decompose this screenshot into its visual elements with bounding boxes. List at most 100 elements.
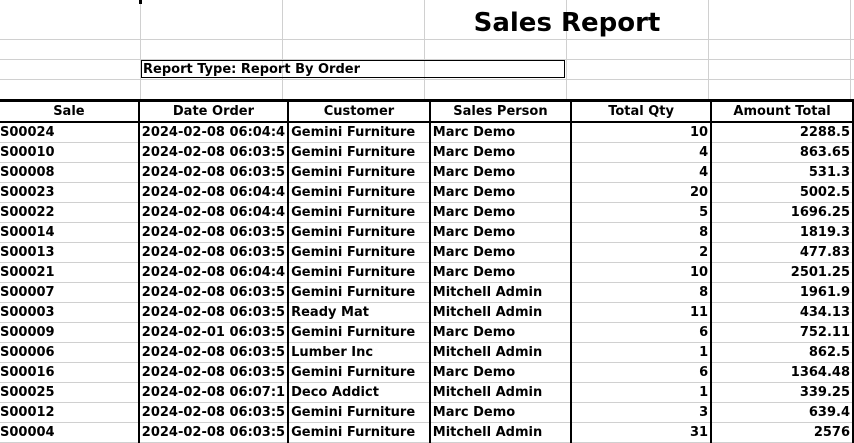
total-qty-cell[interactable]: 5 — [570, 202, 713, 223]
customer-cell[interactable]: Gemini Furniture — [287, 162, 431, 183]
total-qty-cell[interactable]: 1 — [570, 382, 713, 403]
date-order-cell[interactable]: 2024-02-08 06:03:5 — [137, 342, 290, 363]
amount-total-cell[interactable]: 862.5 — [710, 342, 854, 363]
customer-cell[interactable]: Gemini Furniture — [287, 322, 431, 343]
sales-person-cell[interactable]: Marc Demo — [428, 242, 573, 263]
amount-total-cell[interactable]: 339.25 — [710, 382, 854, 403]
date-order-cell[interactable]: 2024-02-08 06:04:4 — [137, 262, 290, 283]
customer-cell[interactable]: Gemini Furniture — [287, 402, 431, 423]
total-qty-cell[interactable]: 8 — [570, 282, 713, 303]
sales-person-cell[interactable]: Marc Demo — [428, 122, 573, 143]
total-qty-cell[interactable]: 1 — [570, 342, 713, 363]
sales-person-cell[interactable]: Marc Demo — [428, 182, 573, 203]
column-header-total-qty[interactable]: Total Qty — [570, 99, 713, 123]
column-header-date-order[interactable]: Date Order — [137, 99, 290, 123]
column-header-sale[interactable]: Sale — [0, 99, 140, 123]
sale-cell[interactable]: S00007 — [0, 282, 140, 303]
customer-cell[interactable]: Gemini Furniture — [287, 242, 431, 263]
total-qty-cell[interactable]: 4 — [570, 162, 713, 183]
sales-person-cell[interactable]: Marc Demo — [428, 322, 573, 343]
sales-person-cell[interactable]: Marc Demo — [428, 162, 573, 183]
amount-total-cell[interactable]: 2576 — [710, 422, 854, 443]
total-qty-cell[interactable]: 6 — [570, 322, 713, 343]
customer-cell[interactable]: Gemini Furniture — [287, 182, 431, 203]
table-row: S00003 2024-02-08 06:03:5 Ready Mat Mitchel… — [0, 302, 854, 323]
sales-person-cell[interactable]: Marc Demo — [428, 362, 573, 383]
sale-cell[interactable]: S00012 — [0, 402, 140, 423]
amount-total-cell[interactable]: 2501.25 — [710, 262, 854, 283]
sale-cell[interactable]: S00016 — [0, 362, 140, 383]
sales-person-cell[interactable]: Marc Demo — [428, 402, 573, 423]
sale-cell[interactable]: S00010 — [0, 142, 140, 163]
amount-total-cell[interactable]: 2288.5 — [710, 122, 854, 143]
report-type-cell[interactable]: Report Type: Report By Order — [141, 60, 565, 78]
customer-cell[interactable]: Gemini Furniture — [287, 122, 431, 143]
sale-cell[interactable]: S00014 — [0, 222, 140, 243]
sales-person-cell[interactable]: Mitchell Admin — [428, 382, 573, 403]
sale-cell[interactable]: S00008 — [0, 162, 140, 183]
sales-person-cell[interactable]: Marc Demo — [428, 202, 573, 223]
amount-total-cell[interactable]: 1364.48 — [710, 362, 854, 383]
sale-cell[interactable]: S00024 — [0, 122, 140, 143]
total-qty-cell[interactable]: 3 — [570, 402, 713, 423]
date-order-cell[interactable]: 2024-02-08 06:04:4 — [137, 182, 290, 203]
sale-cell[interactable]: S00009 — [0, 322, 140, 343]
total-qty-cell[interactable]: 20 — [570, 182, 713, 203]
date-order-cell[interactable]: 2024-02-01 06:03:5 — [137, 322, 290, 343]
amount-total-cell[interactable]: 5002.5 — [710, 182, 854, 203]
column-header-customer[interactable]: Customer — [287, 99, 431, 123]
amount-total-cell[interactable]: 863.65 — [710, 142, 854, 163]
column-header-sales-person[interactable]: Sales Person — [428, 99, 573, 123]
sales-person-cell[interactable]: Mitchell Admin — [428, 282, 573, 303]
sales-person-cell[interactable]: Marc Demo — [428, 262, 573, 283]
date-order-cell[interactable]: 2024-02-08 06:03:5 — [137, 282, 290, 303]
sales-person-cell[interactable]: Mitchell Admin — [428, 302, 573, 323]
date-order-cell[interactable]: 2024-02-08 06:03:5 — [137, 142, 290, 163]
total-qty-cell[interactable]: 6 — [570, 362, 713, 383]
amount-total-cell[interactable]: 639.4 — [710, 402, 854, 423]
customer-cell[interactable]: Deco Addict — [287, 382, 431, 403]
amount-total-cell[interactable]: 434.13 — [710, 302, 854, 323]
customer-cell[interactable]: Gemini Furniture — [287, 362, 431, 383]
customer-cell[interactable]: Gemini Furniture — [287, 422, 431, 443]
customer-cell[interactable]: Ready Mat — [287, 302, 431, 323]
date-order-cell[interactable]: 2024-02-08 06:07:1 — [137, 382, 290, 403]
sales-person-cell[interactable]: Marc Demo — [428, 142, 573, 163]
customer-cell[interactable]: Lumber Inc — [287, 342, 431, 363]
date-order-cell[interactable]: 2024-02-08 06:03:5 — [137, 162, 290, 183]
sale-cell[interactable]: S00013 — [0, 242, 140, 263]
date-order-cell[interactable]: 2024-02-08 06:04:4 — [137, 122, 290, 143]
date-order-cell[interactable]: 2024-02-08 06:03:5 — [137, 222, 290, 243]
date-order-cell[interactable]: 2024-02-08 06:03:5 — [137, 302, 290, 323]
customer-cell[interactable]: Gemini Furniture — [287, 262, 431, 283]
date-order-cell[interactable]: 2024-02-08 06:04:4 — [137, 202, 290, 223]
amount-total-cell[interactable]: 531.3 — [710, 162, 854, 183]
sale-cell[interactable]: S00003 — [0, 302, 140, 323]
sales-person-cell[interactable]: Mitchell Admin — [428, 342, 573, 363]
sale-cell[interactable]: S00021 — [0, 262, 140, 283]
date-order-cell[interactable]: 2024-02-08 06:03:5 — [137, 242, 290, 263]
customer-cell[interactable]: Gemini Furniture — [287, 142, 431, 163]
amount-total-cell[interactable]: 1819.3 — [710, 222, 854, 243]
sale-cell[interactable]: S00023 — [0, 182, 140, 203]
customer-cell[interactable]: Gemini Furniture — [287, 202, 431, 223]
customer-cell[interactable]: Gemini Furniture — [287, 282, 431, 303]
total-qty-cell[interactable]: 8 — [570, 222, 713, 243]
total-qty-cell[interactable]: 2 — [570, 242, 713, 263]
total-qty-cell[interactable]: 4 — [570, 142, 713, 163]
amount-total-cell[interactable]: 1696.25 — [710, 202, 854, 223]
date-order-cell[interactable]: 2024-02-08 06:03:5 — [137, 362, 290, 383]
date-order-cell[interactable]: 2024-02-08 06:03:5 — [137, 402, 290, 423]
customer-cell[interactable]: Gemini Furniture — [287, 222, 431, 243]
sale-cell[interactable]: S00006 — [0, 342, 140, 363]
amount-total-cell[interactable]: 752.11 — [710, 322, 854, 343]
sale-cell[interactable]: S00022 — [0, 202, 140, 223]
amount-total-cell[interactable]: 1961.9 — [710, 282, 854, 303]
total-qty-cell[interactable]: 10 — [570, 262, 713, 283]
sale-cell[interactable]: S00025 — [0, 382, 140, 403]
total-qty-cell[interactable]: 11 — [570, 302, 713, 323]
column-header-amount-total[interactable]: Amount Total — [710, 99, 854, 123]
amount-total-cell[interactable]: 477.83 — [710, 242, 854, 263]
sales-person-cell[interactable]: Marc Demo — [428, 222, 573, 243]
total-qty-cell[interactable]: 10 — [570, 122, 713, 143]
